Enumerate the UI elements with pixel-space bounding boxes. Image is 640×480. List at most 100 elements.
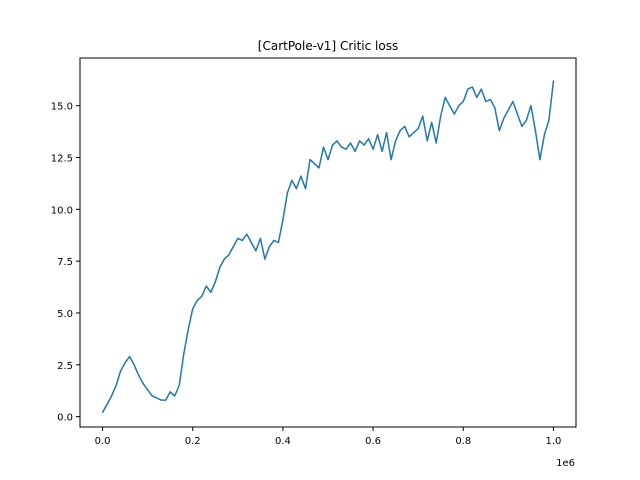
data-point xyxy=(476,96,478,98)
data-point xyxy=(331,144,334,146)
data-point xyxy=(295,188,297,190)
data-point xyxy=(183,353,185,355)
data-point xyxy=(129,355,131,358)
data-point xyxy=(124,362,126,364)
x-offset-label: 1e6 xyxy=(556,458,575,469)
data-point xyxy=(512,100,514,103)
data-point xyxy=(309,159,311,161)
chart-title: [CartPole-v1] Critic loss xyxy=(258,39,398,53)
data-point xyxy=(444,96,446,98)
data-point xyxy=(210,291,212,293)
data-point xyxy=(174,395,176,397)
data-point xyxy=(422,115,424,117)
data-point xyxy=(201,295,203,297)
data-point xyxy=(205,285,207,287)
data-point xyxy=(318,167,320,169)
data-point xyxy=(327,159,329,161)
data-point xyxy=(440,115,442,117)
x-tick-label: 0.4 xyxy=(275,436,291,447)
data-point xyxy=(426,140,428,142)
data-point xyxy=(386,132,388,134)
data-point xyxy=(431,121,433,123)
data-point xyxy=(404,125,406,127)
data-point xyxy=(214,281,216,283)
data-point xyxy=(133,364,135,366)
data-point xyxy=(449,105,451,107)
data-point xyxy=(494,107,496,109)
data-point xyxy=(228,254,230,256)
data-point xyxy=(377,134,379,136)
axes-layer: 0.0 0.2 0.4 0.6 0.8 1.0 0.0 2.5 5.0 7.5 10.0 12.5 15… xyxy=(51,102,562,447)
data-point xyxy=(458,105,460,107)
x-tick-label: 0.2 xyxy=(185,436,201,447)
x-tick-label: 1.0 xyxy=(546,436,562,447)
data-point xyxy=(120,370,122,372)
data-point xyxy=(151,395,153,397)
data-point xyxy=(372,148,374,150)
data-point xyxy=(548,119,550,121)
data-point xyxy=(525,119,528,121)
data-point xyxy=(471,86,473,88)
x-tick-label: 0.6 xyxy=(365,436,381,447)
x-tick-label: 0.0 xyxy=(95,436,111,447)
data-point xyxy=(530,105,532,107)
data-point xyxy=(498,130,500,132)
data-point xyxy=(277,241,279,244)
data-point xyxy=(268,246,270,248)
y-tick-label: 2.5 xyxy=(57,361,73,372)
data-point xyxy=(322,146,325,148)
plot-frame xyxy=(79,57,577,428)
data-point xyxy=(237,237,239,239)
data-point xyxy=(516,113,519,115)
data-point xyxy=(156,397,158,399)
data-point xyxy=(259,237,261,239)
data-point xyxy=(485,100,487,103)
data-point xyxy=(101,411,104,414)
data-point xyxy=(165,399,167,401)
x-tick-label: 0.8 xyxy=(455,436,471,447)
data-point xyxy=(178,384,180,387)
data-point xyxy=(111,395,113,397)
data-point xyxy=(417,127,419,130)
series-layer xyxy=(101,80,555,414)
data-point xyxy=(395,140,397,142)
data-point xyxy=(286,192,288,194)
data-point xyxy=(543,134,546,136)
data-point xyxy=(300,175,302,177)
data-point xyxy=(507,109,509,111)
data-point xyxy=(169,391,171,393)
data-point xyxy=(219,266,221,268)
data-point xyxy=(187,329,189,331)
data-point xyxy=(246,233,248,235)
data-point xyxy=(232,246,234,248)
data-point xyxy=(359,140,361,142)
data-point xyxy=(453,113,455,115)
data-point xyxy=(552,80,555,82)
data-point xyxy=(160,399,162,401)
y-tick-label: 5.0 xyxy=(57,309,73,320)
data-point xyxy=(539,159,541,161)
data-point xyxy=(462,100,464,103)
data-point xyxy=(368,138,370,140)
data-point xyxy=(534,130,537,132)
data-point xyxy=(363,144,365,146)
data-point xyxy=(304,188,307,190)
data-point xyxy=(106,403,108,405)
data-point xyxy=(381,150,383,152)
data-point xyxy=(349,142,352,144)
data-point xyxy=(413,132,415,134)
data-point xyxy=(241,239,243,241)
data-point xyxy=(313,163,316,165)
data-point xyxy=(480,88,482,90)
data-point xyxy=(291,179,293,181)
data-point xyxy=(521,125,523,127)
data-point xyxy=(345,148,347,150)
data-point xyxy=(192,308,194,310)
data-point xyxy=(340,146,343,148)
data-point xyxy=(336,140,338,142)
y-tick-label: 10.0 xyxy=(51,205,73,216)
data-point xyxy=(147,389,149,391)
data-point xyxy=(196,299,198,302)
